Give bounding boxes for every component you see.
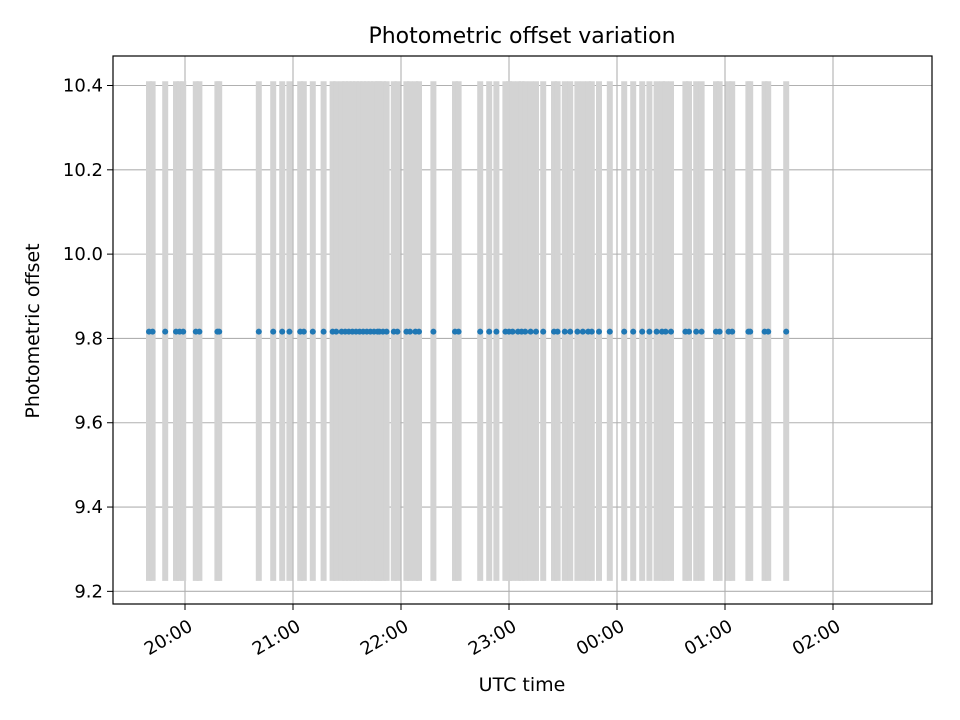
data-point — [567, 328, 574, 335]
data-point — [486, 328, 493, 335]
data-point — [646, 328, 653, 335]
chart-title: Photometric offset variation — [368, 24, 675, 49]
data-point — [783, 328, 790, 335]
x-axis-label: UTC time — [479, 674, 566, 696]
data-point — [300, 328, 307, 335]
data-point — [509, 328, 516, 335]
data-point — [255, 328, 262, 335]
data-point — [216, 328, 223, 335]
data-point — [270, 328, 277, 335]
x-tick-label: 00:00 — [573, 616, 628, 660]
data-point — [693, 328, 700, 335]
y-tick-label: 9.2 — [74, 581, 103, 602]
data-point — [430, 328, 437, 335]
data-point — [765, 328, 772, 335]
y-tick-label: 10.0 — [63, 244, 103, 265]
y-tick-label: 9.4 — [74, 497, 103, 518]
data-point — [596, 328, 602, 335]
y-tick-label: 10.4 — [63, 76, 103, 97]
data-point — [416, 328, 422, 335]
data-point — [196, 328, 203, 335]
data-point — [630, 328, 637, 335]
x-tick-label: 02:00 — [789, 616, 844, 660]
y-tick-label: 9.8 — [74, 328, 103, 349]
data-point — [574, 328, 581, 335]
x-tick-label: 21:00 — [249, 616, 304, 660]
data-point — [455, 328, 462, 335]
data-point — [561, 328, 568, 335]
data-points — [146, 328, 790, 335]
data-point — [588, 328, 595, 335]
data-point — [407, 328, 413, 335]
data-point — [279, 328, 286, 335]
y-ticks: 9.2 9.4 9.6 9.8 10.0 10.2 10.4 — [63, 76, 113, 602]
data-point — [554, 328, 561, 335]
x-tick-label: 22:00 — [357, 616, 412, 660]
x-ticks: 20:00 21:00 22:00 23:00 00:00 01:00 02:00 — [141, 604, 844, 660]
x-tick-label: 20:00 — [141, 616, 196, 660]
data-point — [394, 328, 401, 335]
x-tick-label: 23:00 — [465, 616, 520, 660]
data-point — [662, 328, 669, 335]
plot-frame — [112, 55, 933, 605]
y-tick-label: 10.2 — [63, 160, 103, 181]
data-point — [527, 328, 534, 335]
data-point — [686, 328, 692, 335]
data-point — [149, 328, 156, 335]
data-point — [522, 328, 529, 335]
data-point — [309, 328, 316, 335]
data-point — [621, 328, 628, 335]
data-point — [477, 328, 484, 335]
data-point — [180, 328, 187, 335]
y-axis-label: Photometric offset — [22, 243, 44, 418]
data-point — [606, 328, 613, 335]
data-point — [729, 328, 736, 335]
data-point — [333, 328, 340, 335]
data-point — [698, 328, 705, 335]
data-point — [747, 328, 754, 335]
data-point — [540, 328, 547, 335]
data-point — [383, 328, 390, 335]
data-point — [286, 328, 293, 335]
y-tick-label: 9.6 — [74, 413, 103, 434]
x-tick-label: 01:00 — [681, 616, 736, 660]
data-point — [716, 328, 723, 335]
data-point — [493, 328, 500, 335]
data-point — [668, 328, 674, 335]
data-point — [533, 328, 539, 335]
data-point — [639, 328, 646, 335]
data-point — [653, 328, 660, 335]
data-point — [579, 328, 586, 335]
data-point — [162, 328, 169, 335]
data-point — [320, 328, 327, 335]
